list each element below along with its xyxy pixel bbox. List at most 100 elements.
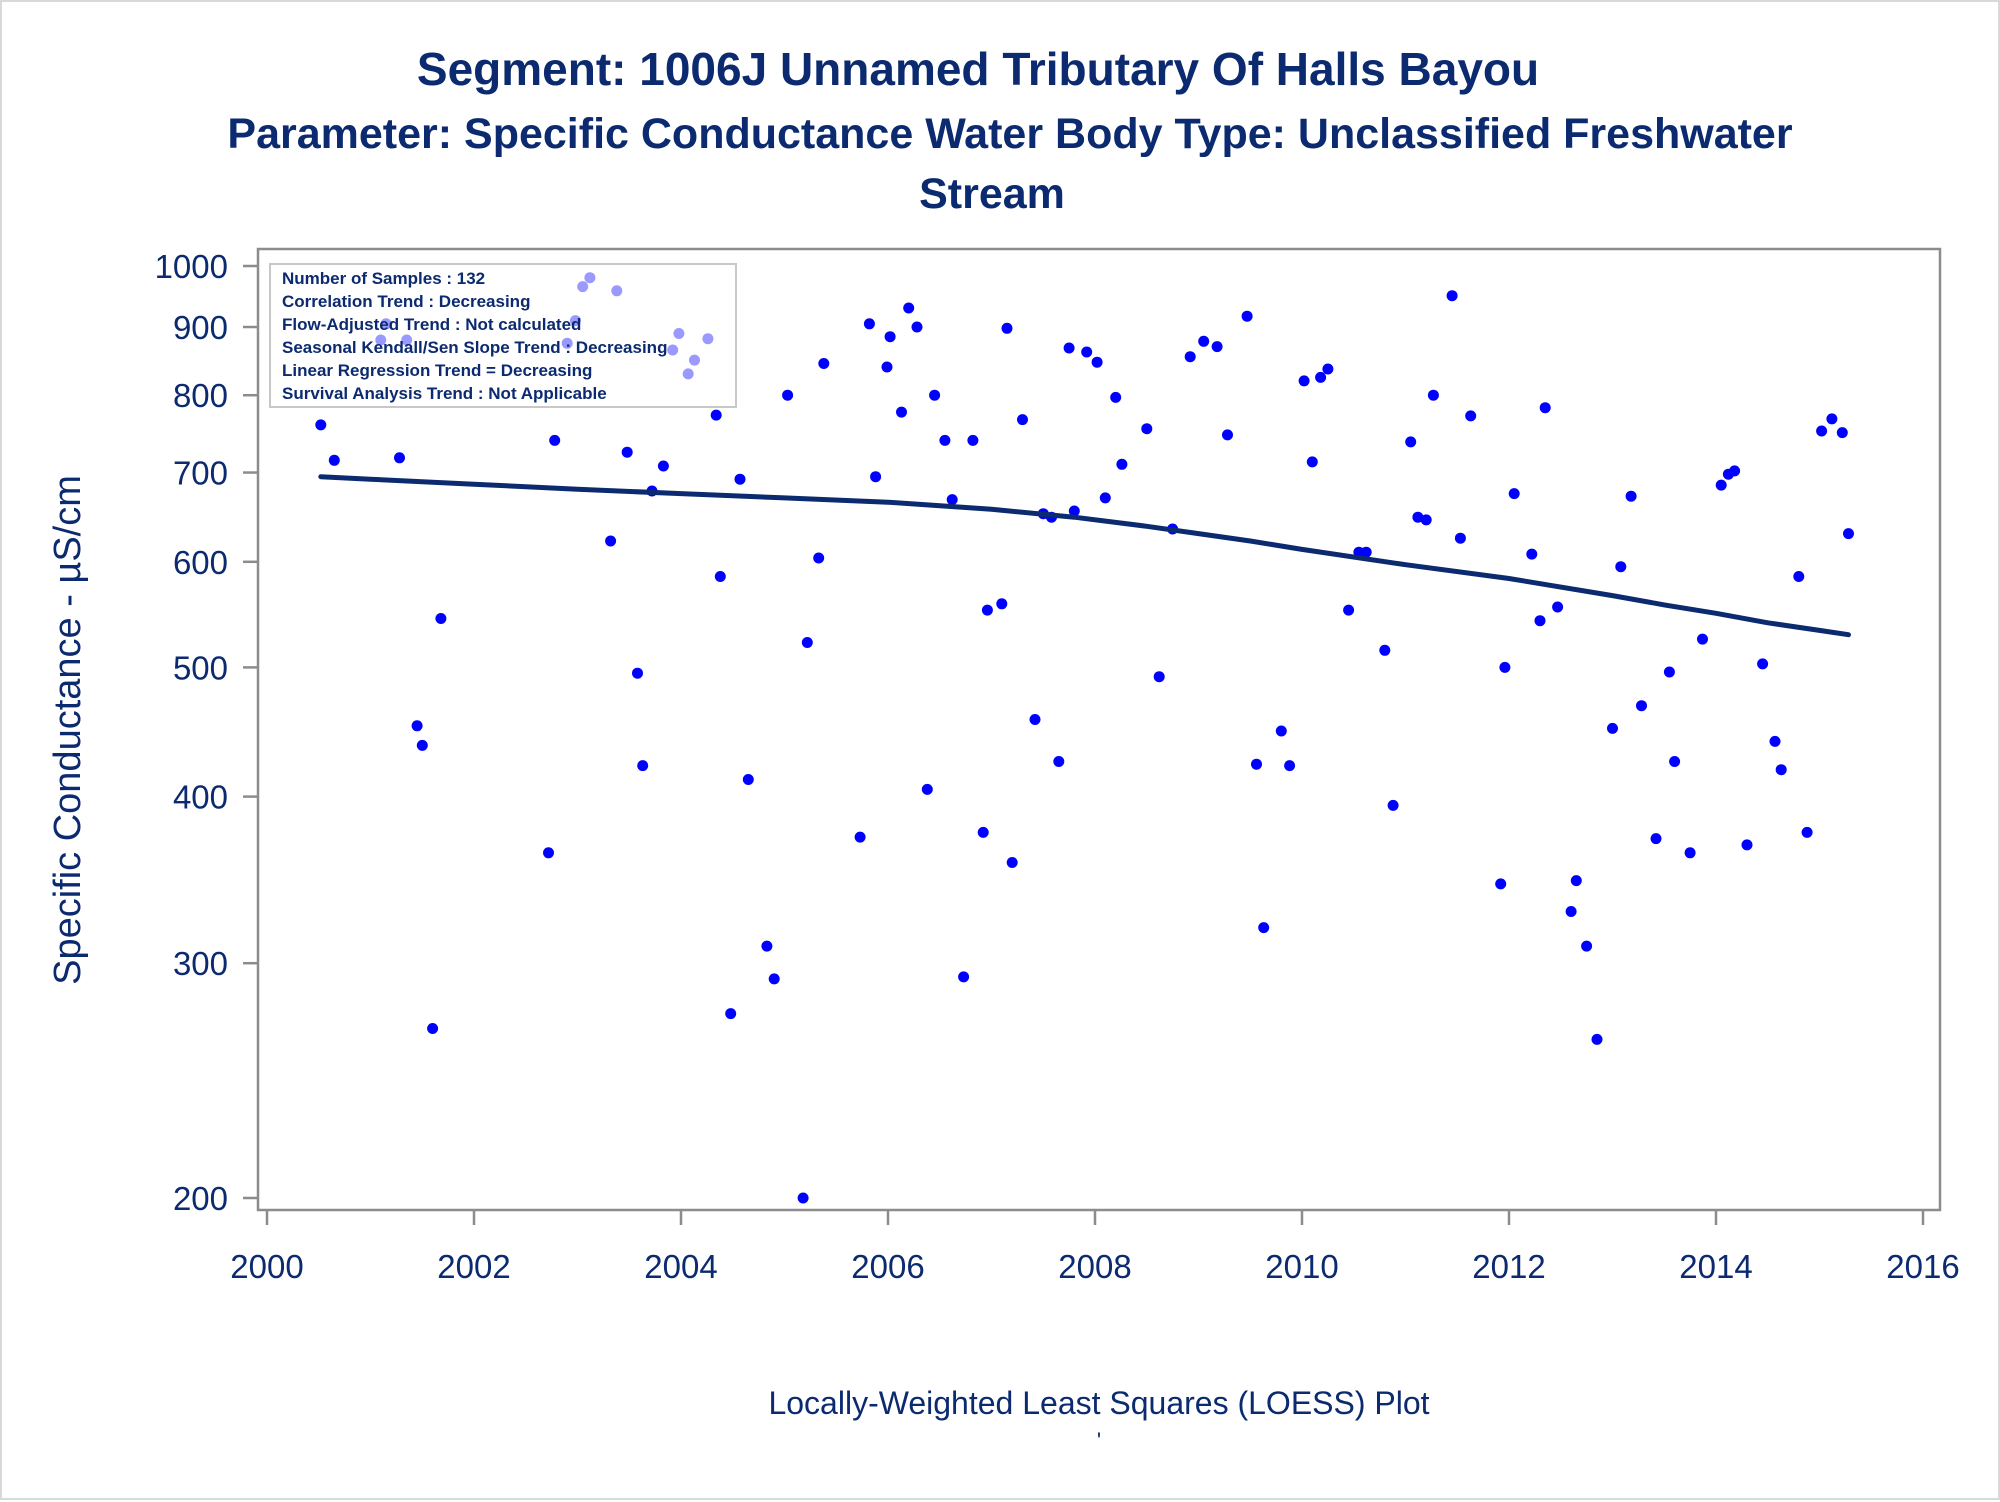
x-tick-label: 2016 xyxy=(1886,1248,1959,1285)
data-point xyxy=(881,361,893,373)
data-point xyxy=(1091,356,1103,368)
data-point xyxy=(1539,402,1551,414)
data-point xyxy=(1275,725,1287,737)
data-point xyxy=(632,667,643,679)
x-axis-ticks: 2000 2002 2004 2006 2008 2010 2012 2014 2016 xyxy=(230,1210,1960,1285)
data-point xyxy=(1465,410,1477,422)
data-point xyxy=(1427,389,1439,401)
data-point xyxy=(1001,322,1013,334)
x-axis-label: Locally-Weighted Least Squares (LOESS) P… xyxy=(768,1385,1429,1421)
data-point xyxy=(1454,532,1466,544)
data-point xyxy=(1801,826,1813,838)
data-point xyxy=(1684,847,1696,859)
data-point xyxy=(1836,427,1848,439)
footnote-mark: ' xyxy=(1097,1428,1101,1453)
data-point xyxy=(1816,425,1828,437)
data-point xyxy=(1499,661,1511,673)
data-point xyxy=(1258,922,1270,934)
data-point xyxy=(1110,391,1122,403)
stats-line-seasonal-kendall: Seasonal Kendall/Sen Slope Trend : Decre… xyxy=(282,338,667,357)
stats-line-samples: Number of Samples : 132 xyxy=(282,269,485,288)
x-tick-label: 2012 xyxy=(1472,1248,1545,1285)
data-point xyxy=(1006,857,1018,868)
data-point xyxy=(870,471,882,483)
data-point xyxy=(1360,546,1372,558)
data-point xyxy=(1081,346,1093,358)
chart-subtitle-line-1: Parameter: Specific Conductance Water Bo… xyxy=(227,110,1792,158)
data-point xyxy=(1526,548,1538,560)
data-point xyxy=(884,331,896,343)
data-point xyxy=(427,1023,439,1034)
x-tick-label: 2000 xyxy=(230,1248,303,1285)
data-point xyxy=(605,535,617,547)
data-point xyxy=(435,613,447,624)
data-point xyxy=(1591,1033,1603,1045)
data-point xyxy=(1198,335,1210,347)
stats-legend-box: Number of Samples : 132 Correlation Tren… xyxy=(269,263,737,408)
data-point xyxy=(734,473,746,485)
stats-line-correlation: Correlation Trend : Decreasing xyxy=(282,292,530,311)
data-point xyxy=(996,598,1008,610)
data-point xyxy=(1153,671,1165,683)
x-tick-label: 2014 xyxy=(1679,1248,1752,1285)
data-point xyxy=(1565,906,1577,917)
x-tick-label: 2002 xyxy=(437,1248,510,1285)
data-point xyxy=(761,940,773,952)
data-point xyxy=(1552,601,1564,613)
data-point xyxy=(1843,528,1854,540)
data-point xyxy=(801,637,813,648)
data-point xyxy=(411,720,423,732)
data-point xyxy=(946,494,958,506)
data-point xyxy=(1615,561,1627,573)
data-point xyxy=(1222,429,1233,441)
data-point xyxy=(958,971,970,983)
data-point xyxy=(1793,571,1805,582)
data-point xyxy=(1284,760,1296,772)
chart-title: Segment: 1006J Unnamed Tributary Of Hall… xyxy=(417,43,1539,95)
y-tick-label: 400 xyxy=(173,779,228,816)
data-point xyxy=(1534,615,1546,627)
data-point xyxy=(768,973,780,985)
data-point xyxy=(981,604,993,616)
y-tick-label: 700 xyxy=(173,455,228,492)
data-point xyxy=(1068,505,1080,517)
data-point xyxy=(1387,799,1399,811)
data-point xyxy=(1211,341,1223,353)
data-point xyxy=(1650,833,1662,845)
data-point xyxy=(710,409,722,421)
plot-area xyxy=(256,247,1942,1212)
data-point xyxy=(1184,351,1196,363)
y-tick-label: 500 xyxy=(173,649,228,686)
data-point xyxy=(1769,735,1781,747)
chart-subtitle-line-2: Stream xyxy=(919,170,1065,218)
data-point xyxy=(782,389,794,401)
data-point xyxy=(818,358,830,369)
data-point xyxy=(967,434,979,446)
x-tick-label: 2010 xyxy=(1265,1248,1338,1285)
data-point xyxy=(1625,490,1637,502)
data-point xyxy=(929,389,941,401)
data-point xyxy=(742,774,754,785)
data-point xyxy=(1420,514,1432,526)
data-point xyxy=(1343,604,1355,616)
y-tick-label: 800 xyxy=(173,377,228,414)
data-point xyxy=(1663,666,1675,678)
data-point xyxy=(657,460,669,472)
data-point xyxy=(977,826,989,838)
data-point xyxy=(416,739,428,751)
data-point xyxy=(1715,479,1727,491)
data-point xyxy=(1826,413,1838,425)
data-point xyxy=(714,571,726,582)
data-point xyxy=(921,783,933,795)
data-point xyxy=(1379,644,1391,656)
data-point xyxy=(1581,940,1593,952)
data-point xyxy=(543,847,554,859)
data-point xyxy=(1116,458,1128,470)
data-point xyxy=(1775,764,1787,776)
stats-legend-border xyxy=(269,263,737,408)
x-tick-label: 2004 xyxy=(644,1248,717,1285)
data-point xyxy=(1570,875,1582,887)
data-point xyxy=(1298,375,1310,387)
x-tick-label: 2006 xyxy=(851,1248,924,1285)
